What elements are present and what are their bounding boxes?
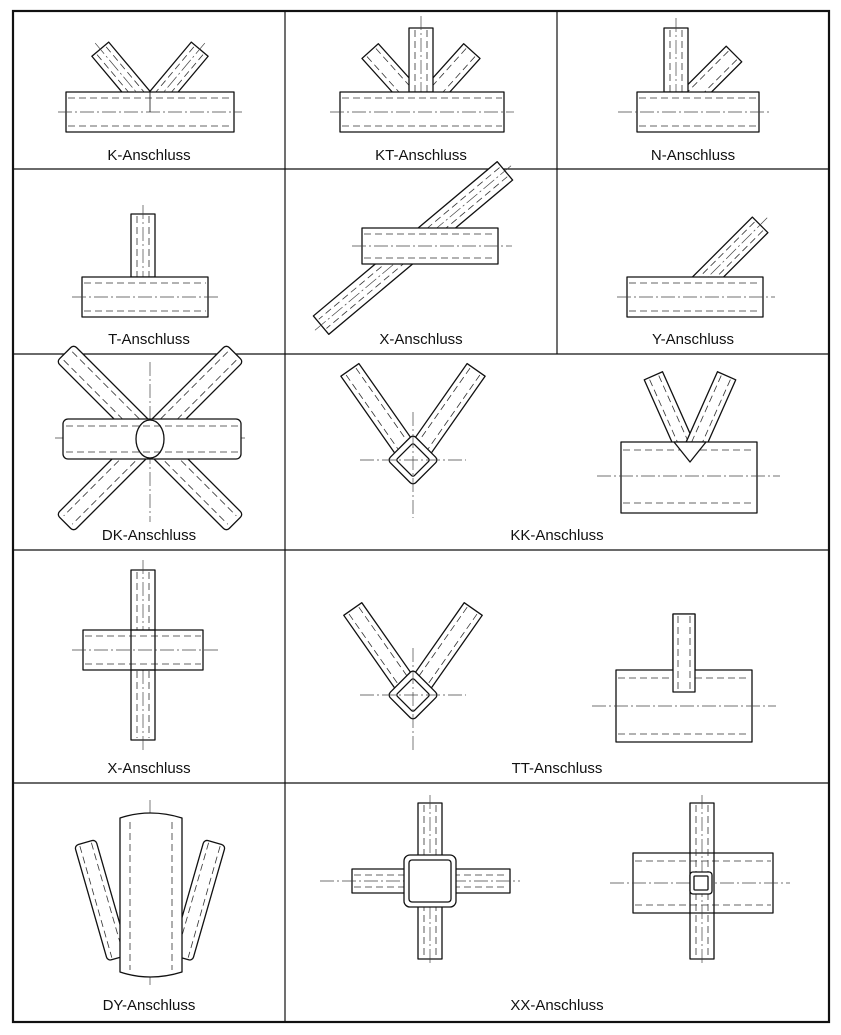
tt-joint-label: TT-Anschluss xyxy=(512,760,603,777)
tt-joint-elevation-drawing xyxy=(592,613,776,743)
kt-joint-label: KT-Anschluss xyxy=(375,147,467,164)
k-joint-label: K-Anschluss xyxy=(107,147,190,164)
y-joint-drawing xyxy=(617,216,775,318)
dy-joint-drawing xyxy=(74,800,226,985)
grid-lines xyxy=(11,9,831,1024)
x-joint-orthogonal-drawing xyxy=(72,560,218,750)
xx-joint-elevation-drawing xyxy=(610,795,790,965)
kk-joint-section-drawing xyxy=(340,362,486,518)
kk-joint-label: KK-Anschluss xyxy=(510,527,603,544)
x-joint-drawing xyxy=(312,161,514,335)
x-joint-label: X-Anschluss xyxy=(379,331,462,348)
kt-joint-drawing xyxy=(330,16,514,133)
n-joint-drawing xyxy=(618,18,772,133)
k-joint-drawing xyxy=(58,41,242,133)
x-joint-orthogonal-label: X-Anschluss xyxy=(107,760,190,777)
dk-joint-label: DK-Anschluss xyxy=(102,527,196,544)
tt-joint-section-drawing xyxy=(343,602,483,752)
t-joint-drawing xyxy=(72,205,220,318)
dy-joint-label: DY-Anschluss xyxy=(103,997,196,1014)
t-joint-label: T-Anschluss xyxy=(108,331,190,348)
n-joint-label: N-Anschluss xyxy=(651,147,735,164)
y-joint-label: Y-Anschluss xyxy=(652,331,734,348)
xx-joint-section-drawing xyxy=(320,795,520,965)
dk-joint-drawing xyxy=(55,345,245,531)
xx-joint-label: XX-Anschluss xyxy=(510,997,603,1014)
kk-joint-elevation-drawing xyxy=(597,371,780,514)
